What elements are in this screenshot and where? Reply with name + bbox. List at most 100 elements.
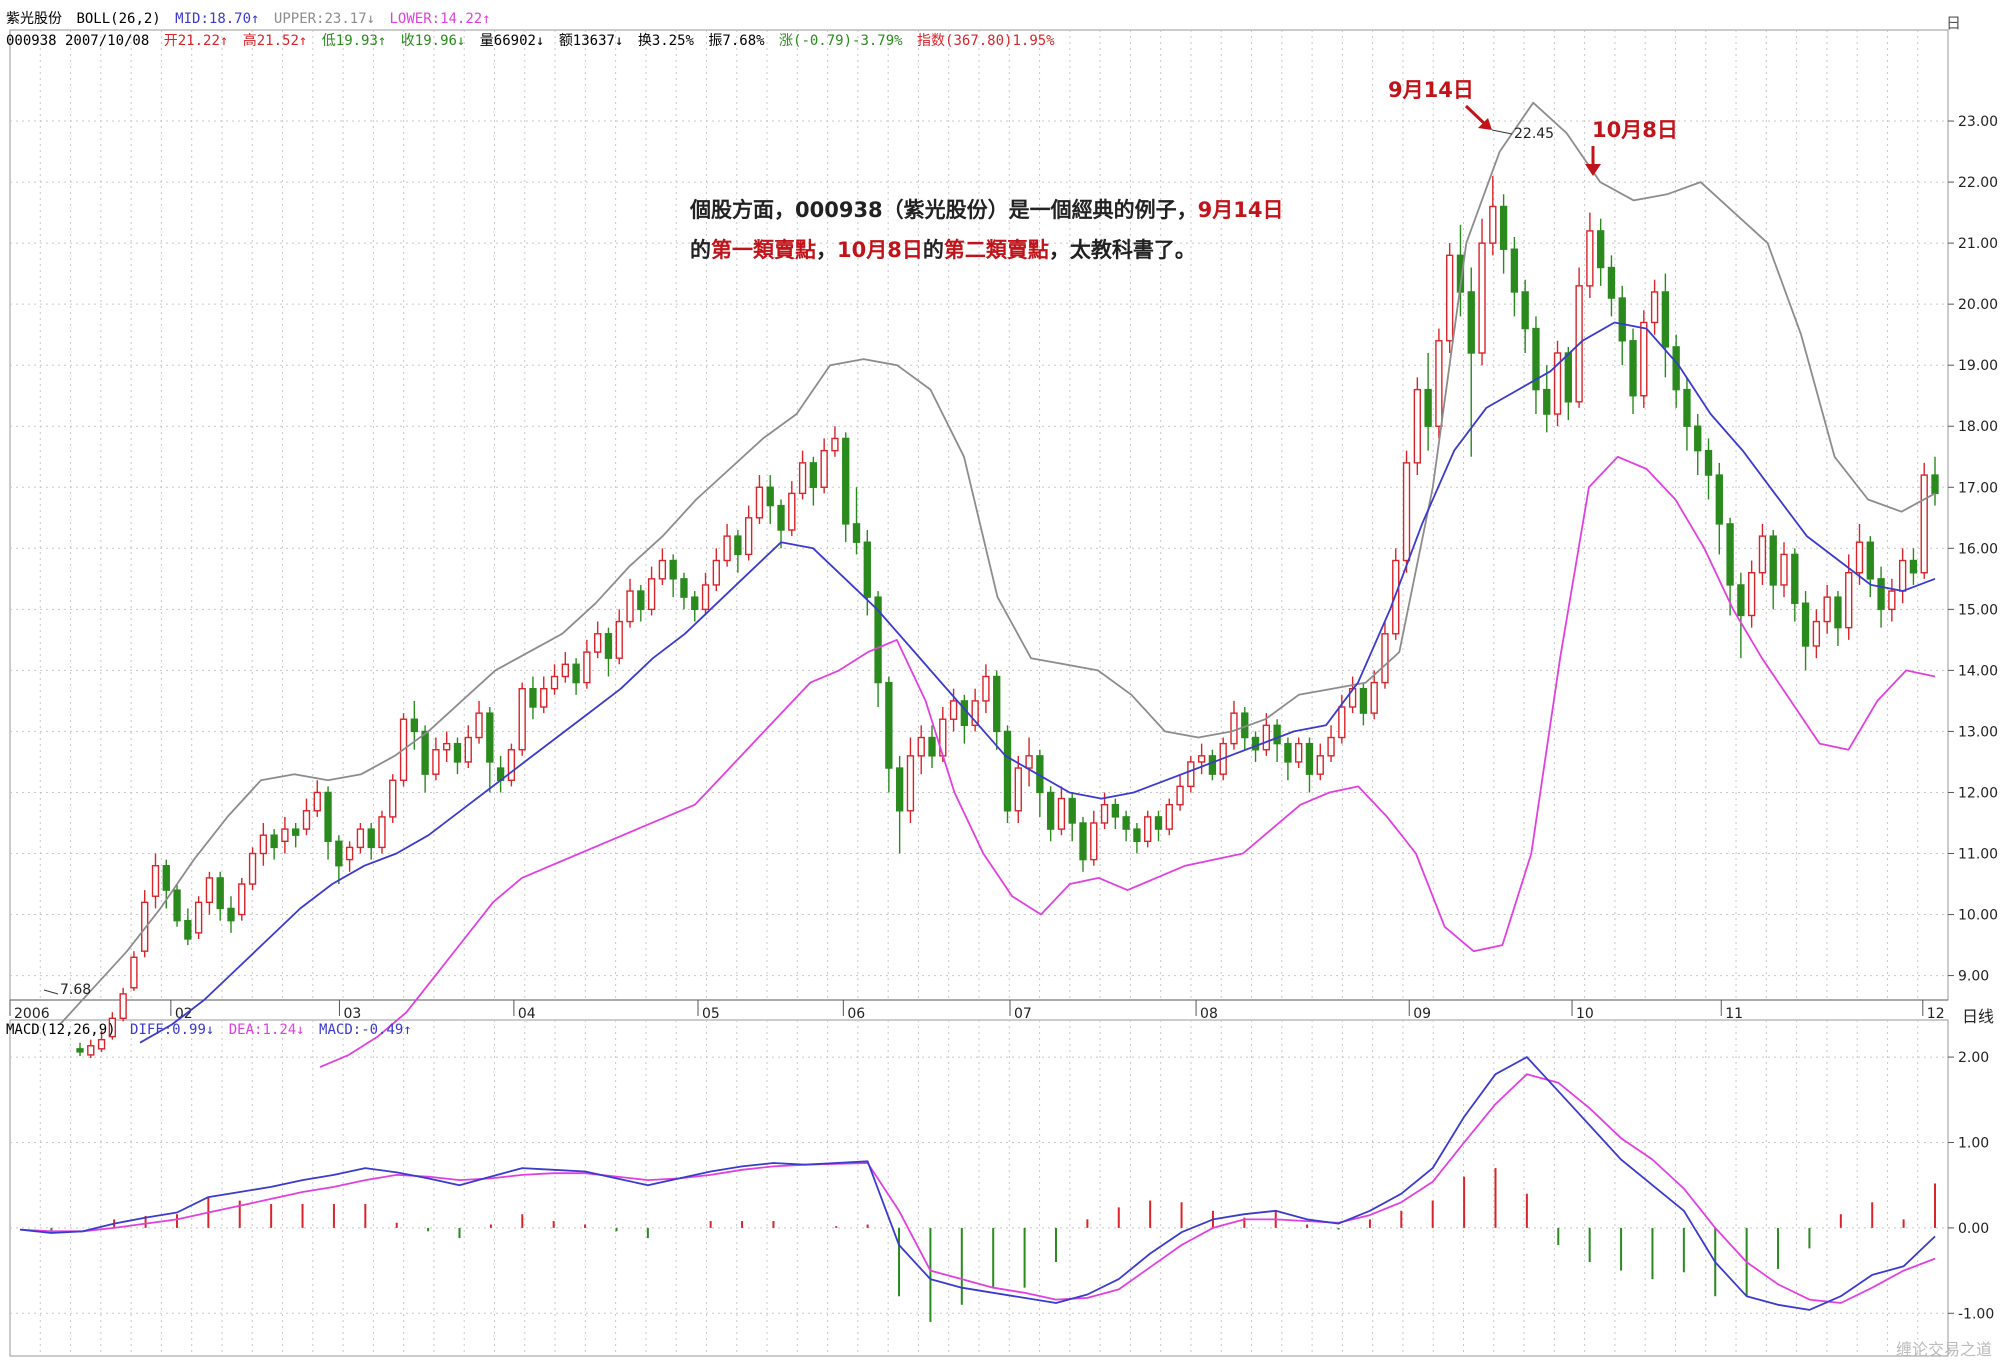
x-tick-label: 04	[518, 1006, 536, 1022]
candle-body	[1295, 742, 1303, 763]
candle-body	[1661, 291, 1670, 348]
candle-body	[1402, 462, 1411, 562]
x-tick-label: 08	[1200, 1006, 1218, 1022]
candle-body	[529, 688, 537, 708]
candle-body	[475, 712, 483, 739]
macd-header: MACD(12,26,9) DIFF:0.99↓ DEA:1.24↓ MACD:…	[6, 1022, 418, 1038]
candle-body	[594, 633, 602, 653]
candle-body	[108, 1017, 117, 1038]
y-tick-label: 13.00	[1958, 724, 1998, 740]
candle-body	[1046, 791, 1055, 830]
boll-upper-line	[59, 101, 1936, 1026]
boll-mid-value: MID:18.70↑	[175, 11, 260, 27]
annotation-2g: ，太教科書了。	[1048, 238, 1196, 262]
candle-body	[1122, 816, 1130, 830]
candle-body	[97, 1038, 106, 1050]
candle-body	[1597, 230, 1605, 269]
arrow-sep14-head	[1478, 118, 1492, 130]
annotation-2a: 的	[690, 238, 711, 262]
code-date: 000938 2007/10/08	[6, 33, 150, 49]
candle-body	[335, 840, 343, 867]
candle-body	[1553, 352, 1562, 415]
candle-body	[777, 504, 785, 531]
candle-body	[982, 675, 990, 702]
candle-body	[1165, 803, 1173, 830]
candle-body	[863, 541, 871, 598]
peak-leader-line	[1491, 129, 1513, 135]
candle-body	[270, 834, 278, 849]
candle-body	[1801, 602, 1810, 647]
candle-body	[1467, 291, 1475, 354]
y-tick-label: 9.00	[1958, 969, 1989, 985]
candle-body	[1025, 755, 1033, 769]
candle-body	[1791, 553, 1799, 604]
change-value: 涨(-0.79)-3.79%	[779, 33, 903, 49]
candle-body	[1532, 327, 1540, 391]
candle-body	[1014, 767, 1022, 812]
x-tick-label: 10	[1576, 1006, 1594, 1022]
candle-body	[1715, 474, 1723, 525]
y-tick-label: 17.00	[1958, 480, 1998, 496]
x-tick-label: 12	[1927, 1006, 1945, 1022]
macd-macd-value: MACD:-0.49↑	[319, 1022, 412, 1038]
macd-y-tick-label: -1.00	[1958, 1306, 1994, 1322]
callout-oct8: 10月8日	[1592, 118, 1678, 142]
candle-body	[292, 828, 300, 836]
y-tick-label: 22.00	[1958, 175, 1998, 191]
candle-body	[130, 956, 138, 989]
corner-icon-label: 日	[1946, 14, 1962, 32]
candle-body	[205, 877, 214, 904]
candle-body	[680, 578, 688, 598]
candle-body	[691, 596, 699, 611]
amplitude-value: 振7.68%	[708, 33, 765, 49]
x-tick-label: 11	[1725, 1006, 1743, 1022]
callout-sep14: 9月14日	[1388, 78, 1474, 102]
candle-body	[712, 559, 720, 586]
candle-body	[852, 523, 861, 543]
candle-body	[561, 663, 569, 678]
macd-y-tick-label: 1.00	[1958, 1135, 1989, 1151]
candle-body	[378, 816, 386, 849]
x-tick-label: 03	[343, 1006, 361, 1022]
candle-body	[1607, 266, 1616, 299]
candle-body	[1338, 706, 1346, 739]
candle-body	[1284, 742, 1292, 763]
candle-body	[1823, 596, 1831, 623]
candle-body	[874, 596, 882, 684]
candle-body	[173, 889, 181, 922]
close-value: 收19.96↓	[400, 33, 466, 49]
y-tick-label: 18.00	[1958, 419, 1998, 435]
candle-body	[572, 663, 580, 684]
peak-value-label: 22.45	[1514, 126, 1554, 142]
candle-body	[1435, 340, 1443, 427]
candle-body	[184, 919, 192, 940]
y-tick-label: 14.00	[1958, 663, 1998, 679]
candle-body	[1208, 755, 1217, 775]
period-icon[interactable]: 日	[1946, 12, 1961, 33]
candle-body	[906, 755, 915, 812]
x-tick-label: 07	[1014, 1006, 1032, 1022]
volume-value: 量66902↓	[479, 33, 545, 49]
macd-diff-line	[19, 1056, 1936, 1311]
x-tick-label: 05	[702, 1006, 720, 1022]
candle-body	[259, 834, 268, 855]
candle-body	[1726, 523, 1734, 586]
candle-body	[809, 462, 818, 488]
candle-body	[1446, 254, 1454, 342]
boll-header: 紫光股份 BOLL(26,2) MID:18.70↑ UPPER:23.17↓ …	[6, 10, 497, 28]
period-label[interactable]: 日线	[1962, 1007, 1995, 1026]
candle-body	[766, 486, 774, 507]
candle-body	[453, 742, 462, 763]
candle-body	[1780, 553, 1788, 586]
candle-body	[1618, 297, 1626, 342]
macd-dea-value: DEA:1.24↓	[228, 1022, 305, 1038]
candle-body	[1424, 388, 1432, 427]
candle-body	[194, 901, 203, 934]
annotation-2c: ，	[816, 238, 837, 262]
candle-body	[626, 590, 634, 623]
boll-lower-line	[319, 455, 1936, 1068]
candle-body	[1327, 736, 1335, 757]
candle-body	[248, 852, 257, 885]
y-tick-label: 19.00	[1958, 358, 1998, 374]
candle-body	[1100, 803, 1109, 824]
